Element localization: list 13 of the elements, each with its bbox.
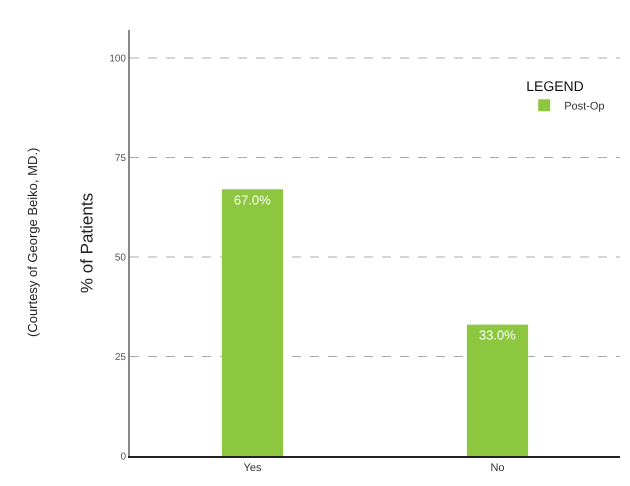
legend-label: Post-Op — [564, 100, 605, 113]
x-tick-label: No — [490, 462, 505, 474]
y-tick-label: 100 — [109, 53, 126, 64]
y-tick-label: 75 — [114, 152, 126, 164]
y-tick-label: 25 — [114, 352, 126, 363]
x-tick-label: Yes — [244, 462, 262, 474]
data-label: 67.0% — [234, 192, 272, 208]
data-label: 33.0% — [478, 328, 516, 343]
y-tick-label: 50 — [114, 252, 126, 264]
legend-title: LEGEND — [526, 78, 584, 94]
y-axis-title: % of Patients — [77, 192, 96, 294]
text: (Courtesy of George Beiko, MD.) — [25, 148, 40, 337]
y-tick-label: 0 — [120, 452, 126, 462]
